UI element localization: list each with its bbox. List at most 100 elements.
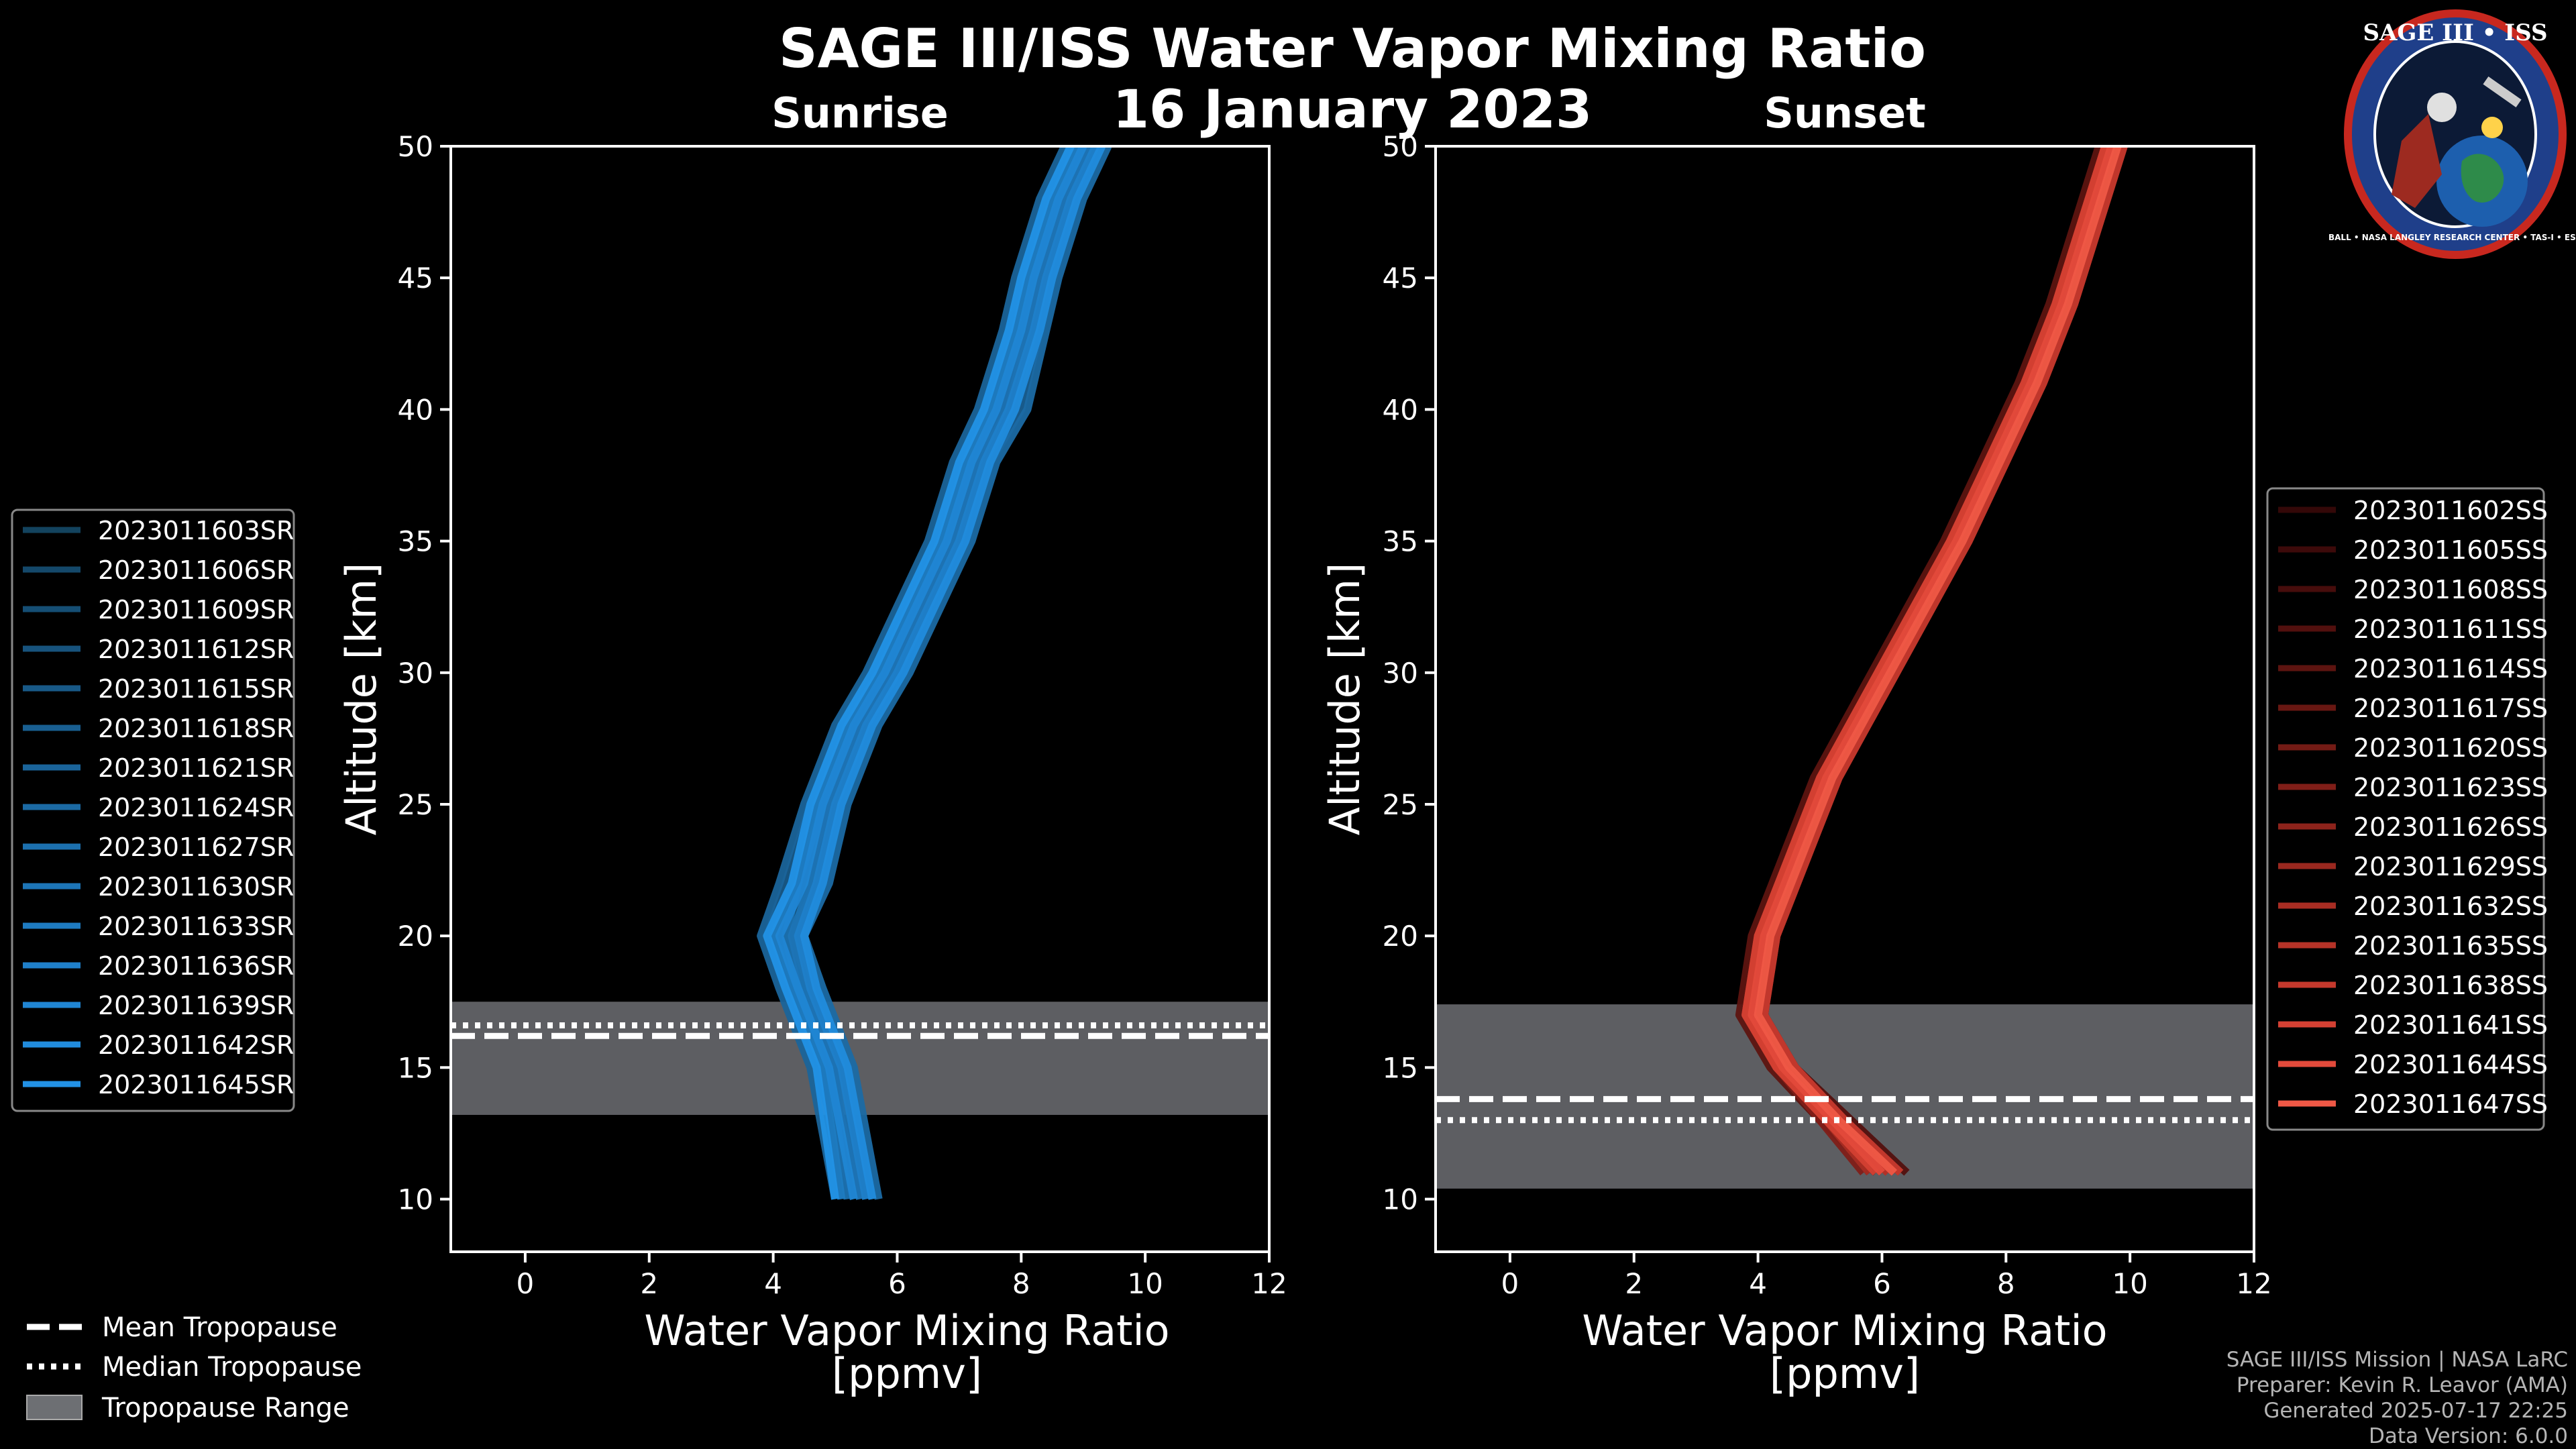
footer-mission: SAGE III/ISS Mission | NASA LaRC xyxy=(2226,1348,2568,1372)
median-tropopause-label: Median Tropopause xyxy=(102,1352,362,1383)
sunset-legend-label: 2023011605SS xyxy=(2353,535,2548,565)
sunrise-ylabel: Altitude [km] xyxy=(337,563,386,836)
footer-generated: Generated 2025-07-17 22:25 xyxy=(2263,1399,2568,1423)
sunset-legend-label: 2023011623SS xyxy=(2353,773,2548,802)
sunset-series-2023011614SS xyxy=(1735,146,2103,1176)
sunset-legend-label: 2023011602SS xyxy=(2353,496,2548,525)
sunset-ytick-label: 40 xyxy=(1383,393,1418,426)
sunset-legend-label: 2023011620SS xyxy=(2353,733,2548,763)
sunset-xlabel-line: Water Vapor Mixing Ratio xyxy=(1582,1306,2107,1355)
sunrise-legend-label: 2023011618SR xyxy=(98,714,294,743)
sunrise-xlabel-line: [ppmv] xyxy=(832,1349,982,1398)
sunset-series-2023011641SS xyxy=(1741,146,2109,1176)
sunset-xtick-label: 12 xyxy=(2236,1267,2271,1300)
space-station-icon xyxy=(2483,76,2522,107)
sunset-xtick-label: 2 xyxy=(1625,1267,1643,1300)
sunset-xtick-label: 8 xyxy=(1997,1267,2015,1300)
sunset-ylabel: Altitude [km] xyxy=(1320,563,1369,836)
sunrise-xtick-label: 4 xyxy=(764,1267,782,1300)
sunset-xtick-label: 0 xyxy=(1501,1267,1519,1300)
sunrise-xlabel: Water Vapor Mixing Ratio [ppmv] xyxy=(644,1306,1169,1398)
sunset-legend-label: 2023011641SS xyxy=(2353,1010,2548,1040)
sunrise-axes-frame xyxy=(449,145,1271,1253)
sunrise-panel: 0 2 4 6 8 10 12 10 15 20 25 30 35 40 45 50 Altitude [k… xyxy=(337,130,1287,1398)
sunset-legend-label: 2023011647SS xyxy=(2353,1089,2548,1119)
sunrise-legend-label: 2023011642SR xyxy=(98,1030,294,1060)
footer: SAGE III/ISS Mission | NASA LaRC Prepare… xyxy=(2226,1348,2568,1448)
sunset-legend: 2023011602SS 2023011605SS 2023011608SS 2023… xyxy=(2266,487,2548,1131)
sunset-ytick-label: 30 xyxy=(1383,657,1418,690)
sunrise-series-2023011645SR xyxy=(763,146,1075,1200)
sunset-panel: 0 2 4 6 8 10 12 10 15 20 25 30 35 40 45 50 Altitude [k… xyxy=(1320,130,2272,1398)
sunset-legend-label: 2023011617SS xyxy=(2353,694,2548,723)
sunrise-xtick-label: 8 xyxy=(1012,1267,1030,1300)
sunset-ytick-label: 45 xyxy=(1383,262,1418,294)
sunset-legend-box xyxy=(2266,487,2545,1131)
sunrise-legend-label: 2023011633SR xyxy=(98,912,294,941)
sunrise-xtick-label: 6 xyxy=(888,1267,906,1300)
sunset-xlabel: Water Vapor Mixing Ratio [ppmv] xyxy=(1582,1306,2107,1398)
sunrise-series-2023011636SR xyxy=(794,146,1099,1200)
moon-icon xyxy=(2427,93,2457,122)
tropopause-range-label: Tropopause Range xyxy=(101,1393,350,1424)
sunrise-series-2023011633SR xyxy=(769,146,1081,1200)
sunrise-series-2023011630SR xyxy=(788,146,1093,1200)
sunset-axes-frame xyxy=(1434,145,2255,1253)
sunset-legend-label: 2023011635SS xyxy=(2353,931,2548,961)
sunrise-legend: 2023011603SR 2023011606SR 2023011609SR 2023… xyxy=(11,508,295,1112)
sunrise-ytick-label: 20 xyxy=(398,920,433,953)
sunset-legend-label: 2023011626SS xyxy=(2353,812,2548,842)
sunset-legend-label: 2023011644SS xyxy=(2353,1050,2548,1079)
sunrise-ytick-label: 50 xyxy=(398,130,433,163)
sunrise-series-2023011639SR xyxy=(775,146,1087,1200)
sunrise-ytick-label: 35 xyxy=(398,525,433,558)
sunrise-xtick-label: 0 xyxy=(517,1267,535,1300)
sunset-xlabel-line: [ppmv] xyxy=(1770,1349,1920,1398)
sunset-legend-label: 2023011614SS xyxy=(2353,654,2548,684)
tropopause-range-swatch xyxy=(26,1395,83,1420)
sunset-legend-label: 2023011608SS xyxy=(2353,575,2548,604)
mean-tropopause-label: Mean Tropopause xyxy=(102,1312,337,1343)
sunrise-legend-label: 2023011627SR xyxy=(98,833,294,862)
sunrise-legend-label: 2023011636SR xyxy=(98,951,294,981)
sunset-xtick-label: 6 xyxy=(1873,1267,1891,1300)
sunrise-legend-label: 2023011645SR xyxy=(98,1070,294,1099)
sunrise-legend-label: 2023011615SR xyxy=(98,674,294,704)
sunset-series-2023011647SS xyxy=(1754,146,2122,1176)
sunrise-subtitle: Sunrise xyxy=(771,89,949,138)
sunset-xtick-label: 4 xyxy=(1749,1267,1767,1300)
sunrise-series-2023011621SR xyxy=(757,146,1069,1200)
sun-icon xyxy=(2481,117,2503,138)
sunset-ytick-label: 20 xyxy=(1383,920,1418,953)
sunset-legend-label: 2023011638SS xyxy=(2353,971,2548,1000)
sunrise-ytick-label: 45 xyxy=(398,262,433,294)
sunset-subtitle: Sunset xyxy=(1764,89,1926,138)
sunset-series-2023011638SS xyxy=(1760,146,2128,1176)
sunset-legend-label: 2023011629SS xyxy=(2353,852,2548,881)
footer-preparer: Preparer: Kevin R. Leavor (AMA) xyxy=(2237,1373,2568,1397)
sunset-ytick-label: 25 xyxy=(1383,788,1418,821)
sunrise-xlabel-line: Water Vapor Mixing Ratio xyxy=(644,1306,1169,1355)
sunrise-series-2023011642SR xyxy=(800,146,1106,1200)
continent-icon xyxy=(2461,154,2504,203)
tropopause-legend: Mean Tropopause Median Tropopause Tropop… xyxy=(26,1312,362,1424)
sunset-ytick-label: 15 xyxy=(1383,1051,1418,1084)
sunset-ytick-label: 10 xyxy=(1383,1183,1418,1216)
sunrise-legend-label: 2023011639SR xyxy=(98,991,294,1020)
sunrise-legend-box xyxy=(11,508,295,1112)
figure-icon xyxy=(2392,114,2442,208)
logo-ring-text: BALL • NASA LANGLEY RESEARCH CENTER • TA… xyxy=(2328,233,2576,242)
sunset-legend-label: 2023011611SS xyxy=(2353,614,2548,644)
sunrise-ytick-label: 40 xyxy=(398,393,433,426)
sunrise-ytick-label: 30 xyxy=(398,657,433,690)
sunrise-legend-label: 2023011621SR xyxy=(98,753,294,783)
mission-logo: SAGE III • ISS BALL • NASA LANGLEY RESEA… xyxy=(2328,9,2576,259)
sunrise-xtick-label: 2 xyxy=(640,1267,658,1300)
sunrise-legend-label: 2023011630SR xyxy=(98,872,294,902)
sunrise-legend-label: 2023011606SR xyxy=(98,555,294,585)
sunrise-legend-label: 2023011603SR xyxy=(98,516,294,545)
sunset-xtick-label: 10 xyxy=(2112,1267,2147,1300)
figure-date: 16 January 2023 xyxy=(1113,80,1593,140)
sunrise-legend-label: 2023011609SR xyxy=(98,595,294,625)
sunrise-ytick-label: 15 xyxy=(398,1051,433,1084)
